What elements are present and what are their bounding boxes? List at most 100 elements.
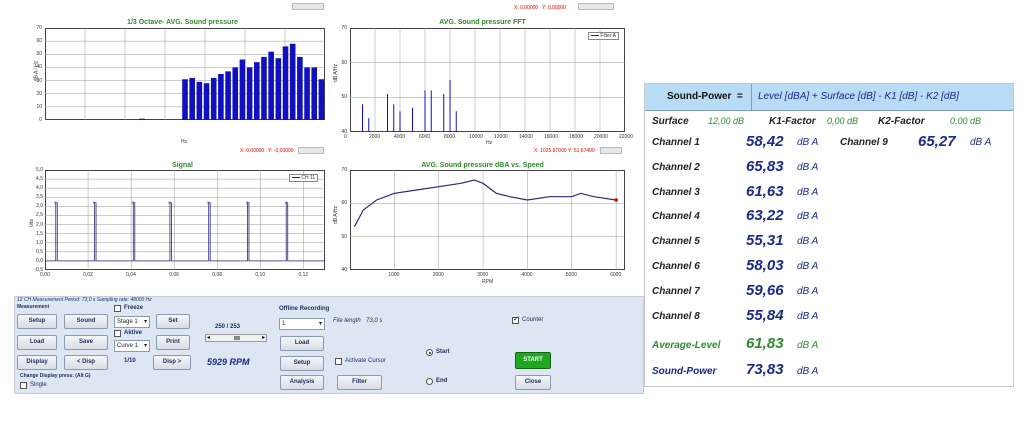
k1-value: 0,00 dB — [827, 116, 859, 126]
fft-top-scrollbar[interactable] — [578, 3, 614, 10]
start-radio[interactable] — [426, 349, 433, 356]
fft-xtick: 0 — [344, 134, 347, 140]
sound-power-unit: dB A — [797, 366, 819, 377]
octave-bar — [289, 43, 296, 120]
single-label: Single — [30, 382, 47, 388]
single-checkbox[interactable] — [20, 382, 27, 389]
channel9-unit: dB A — [970, 137, 992, 148]
active-checkbox[interactable] — [114, 330, 121, 337]
sound-power-label: Sound-Power — [652, 366, 717, 377]
octave-bar — [254, 62, 260, 120]
file-select[interactable]: 1 — [279, 318, 325, 330]
signal-xtick: 0,10 — [255, 272, 266, 278]
stage-select[interactable]: Stage 1 — [114, 316, 150, 328]
signal-marker: × — [207, 201, 210, 207]
signal-xtick: 0,04 — [126, 272, 136, 278]
signal-marker: × — [131, 201, 134, 207]
print-button[interactable]: Print — [156, 335, 190, 350]
formula-header: Sound-Power = Level [dBA] + Surface [dB]… — [645, 84, 1013, 111]
fft-bottom-scrollbar[interactable] — [600, 147, 622, 154]
signal-ytick: 2,0 — [36, 221, 43, 228]
end-radio[interactable] — [426, 378, 433, 385]
octave-bar — [196, 81, 203, 120]
sound-power-value: 73,83 — [746, 361, 784, 378]
octave-bar — [239, 59, 246, 120]
formula-equals: = — [737, 91, 743, 102]
freeze-checkbox[interactable] — [114, 305, 121, 312]
channel-8-label: Channel 8 — [652, 311, 700, 322]
activate-cursor-checkbox[interactable] — [335, 358, 342, 365]
curve-select[interactable]: Curve 1 — [114, 340, 150, 352]
set-button[interactable]: Set — [156, 314, 190, 329]
scroll-thumb[interactable] — [234, 336, 240, 340]
signal-xtick: 0,12 — [298, 272, 309, 278]
channel-2-unit: dB A — [797, 162, 819, 173]
signal-plot: × × × × × × × — [45, 170, 325, 270]
fft-legend: Filter A — [588, 32, 619, 40]
octave-bottom-scrollbar[interactable] — [298, 147, 324, 154]
signal-title: Signal — [171, 162, 193, 169]
setup-button[interactable]: Setup — [17, 314, 57, 329]
scroll-left-icon[interactable]: ◂ — [207, 335, 211, 341]
scroll-right-icon[interactable]: ▸ — [261, 335, 265, 341]
file-length-value: 73,0 s — [366, 318, 383, 324]
channel-7-value: 59,66 — [746, 282, 784, 299]
next-disp-button[interactable]: Disp > — [153, 355, 191, 370]
fft-xtick: 8000 — [444, 134, 456, 140]
channel-6-label: Channel 6 — [652, 261, 700, 272]
octave-bar — [139, 118, 145, 120]
offline-load-button[interactable]: Load — [280, 336, 324, 351]
start-radio-dot — [428, 351, 431, 354]
start-button[interactable]: START — [515, 352, 551, 369]
fft-xlabel: Hz — [486, 140, 493, 146]
fft-top-readout-y: Y: 0,00000 — [542, 5, 566, 11]
octave-bar — [218, 74, 224, 120]
load-button[interactable]: Load — [17, 335, 57, 350]
end-label: End — [436, 378, 448, 384]
average-unit: dB A — [797, 340, 819, 351]
analysis-button[interactable]: Analysis — [280, 375, 324, 390]
octave-bar — [297, 56, 303, 120]
channel-2-label: Channel 2 — [652, 162, 700, 173]
octave-xlabel: Hz — [181, 139, 188, 145]
fft-xtick: 20000 — [594, 134, 608, 140]
channel-8-unit: dB A — [797, 311, 819, 322]
octave-ytick: 20 — [36, 90, 42, 97]
surface-value: 12,00 dB — [708, 116, 745, 126]
fft-frame — [350, 28, 625, 132]
octave-bar — [225, 71, 231, 120]
signal-ytick: 4,0 — [36, 185, 43, 192]
octave-ytick: 50 — [36, 51, 42, 58]
channel-4-label: Channel 4 — [652, 211, 700, 222]
channel-2-value: 65,83 — [746, 158, 784, 175]
close-button[interactable]: Close — [515, 375, 551, 390]
counter-checkbox[interactable]: ✓ — [512, 316, 519, 324]
save-button[interactable]: Save — [64, 335, 108, 350]
counter-label: Counter — [522, 317, 544, 323]
filter-button[interactable]: Filter — [337, 375, 382, 390]
start-label: Start — [436, 349, 450, 355]
channel-1-value: 58,42 — [746, 133, 784, 150]
channel-7-unit: dB A — [797, 286, 819, 297]
fft-xtick: 6000 — [419, 134, 431, 140]
prev-disp-button[interactable]: < Disp — [64, 355, 108, 370]
display-button[interactable]: Display — [17, 355, 57, 370]
channel-5-unit: dB A — [797, 236, 819, 247]
range-scrollbar[interactable]: ◂ ▸ — [205, 334, 267, 342]
octave-top-scrollbar[interactable] — [292, 3, 324, 10]
rpm-value: 5929 RPM — [207, 357, 250, 367]
speed-xtick: 4000 — [521, 272, 533, 278]
octave-plot — [45, 28, 325, 120]
offline-setup-button[interactable]: Setup — [280, 356, 324, 371]
fft-ytick: 50 — [341, 94, 347, 101]
octave-ytick: 10 — [36, 103, 42, 110]
speed-xlabel: RPM — [482, 279, 494, 285]
signal-marker: × — [284, 201, 287, 207]
speed-xtick: 1000 — [388, 272, 400, 278]
speed-xtick: 2000 — [432, 272, 444, 278]
channel-7-label: Channel 7 — [652, 286, 700, 297]
signal-legend: CH 11 — [289, 174, 319, 182]
channel-3-label: Channel 3 — [652, 187, 700, 198]
sound-button[interactable]: Sound — [64, 314, 108, 329]
fft-title: AVG. Sound pressure FFT — [439, 19, 526, 26]
